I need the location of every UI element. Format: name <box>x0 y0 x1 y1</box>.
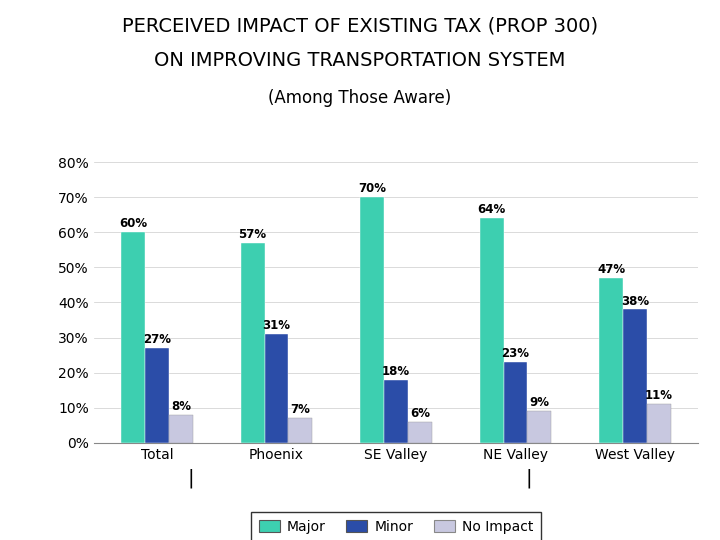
Text: ON IMPROVING TRANSPORTATION SYSTEM: ON IMPROVING TRANSPORTATION SYSTEM <box>154 51 566 70</box>
Text: 64%: 64% <box>477 204 505 217</box>
Bar <box>360 197 384 443</box>
Text: 23%: 23% <box>502 347 529 360</box>
Bar <box>384 380 408 443</box>
Text: 8%: 8% <box>171 400 191 413</box>
Text: 9%: 9% <box>529 396 549 409</box>
Bar <box>289 418 312 443</box>
Bar <box>408 422 432 443</box>
Bar <box>145 348 169 443</box>
Bar <box>240 242 264 443</box>
Text: 7%: 7% <box>290 403 310 416</box>
Text: |: | <box>526 468 533 488</box>
Text: 60%: 60% <box>119 218 147 231</box>
Bar <box>503 362 528 443</box>
Bar <box>169 415 193 443</box>
Bar <box>647 404 671 443</box>
Text: 70%: 70% <box>358 183 386 195</box>
Bar <box>528 411 552 443</box>
Text: 47%: 47% <box>597 263 625 276</box>
Bar <box>480 218 503 443</box>
Text: 57%: 57% <box>238 228 266 241</box>
Text: 18%: 18% <box>382 365 410 378</box>
Bar <box>121 232 145 443</box>
Text: 31%: 31% <box>263 319 290 332</box>
Text: 27%: 27% <box>143 333 171 346</box>
Bar <box>623 309 647 443</box>
Text: 38%: 38% <box>621 295 649 308</box>
Legend: Major, Minor, No Impact: Major, Minor, No Impact <box>251 511 541 540</box>
Text: (Among Those Aware): (Among Those Aware) <box>269 89 451 107</box>
Text: 6%: 6% <box>410 407 430 420</box>
Bar <box>264 334 289 443</box>
Text: PERCEIVED IMPACT OF EXISTING TAX (PROP 300): PERCEIVED IMPACT OF EXISTING TAX (PROP 3… <box>122 16 598 35</box>
Text: |: | <box>187 468 194 488</box>
Text: 11%: 11% <box>645 389 673 402</box>
Bar <box>599 278 623 443</box>
